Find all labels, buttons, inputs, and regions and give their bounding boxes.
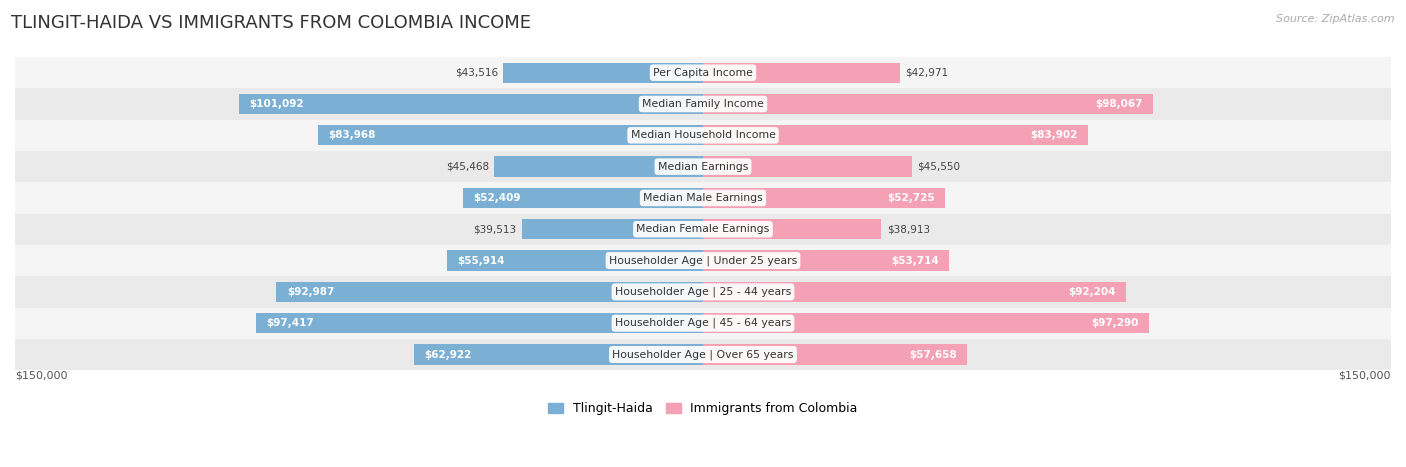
Text: $83,902: $83,902: [1031, 130, 1077, 140]
Text: $52,409: $52,409: [472, 193, 520, 203]
Bar: [703, 94, 1153, 114]
Bar: [447, 250, 703, 271]
Text: $38,913: $38,913: [887, 224, 931, 234]
Bar: [318, 125, 703, 146]
Text: $97,417: $97,417: [267, 318, 315, 328]
Bar: [15, 213, 1391, 245]
Bar: [15, 182, 1391, 213]
Text: $62,922: $62,922: [425, 349, 472, 360]
Text: $101,092: $101,092: [250, 99, 304, 109]
Text: TLINGIT-HAIDA VS IMMIGRANTS FROM COLOMBIA INCOME: TLINGIT-HAIDA VS IMMIGRANTS FROM COLOMBI…: [11, 14, 531, 32]
Text: $52,725: $52,725: [887, 193, 935, 203]
Bar: [15, 120, 1391, 151]
Bar: [239, 94, 703, 114]
Bar: [15, 88, 1391, 120]
Bar: [703, 125, 1088, 146]
Text: $92,204: $92,204: [1069, 287, 1115, 297]
Text: $150,000: $150,000: [15, 370, 67, 380]
Text: Householder Age | Under 25 years: Householder Age | Under 25 years: [609, 255, 797, 266]
Bar: [463, 188, 703, 208]
Bar: [415, 344, 703, 365]
Text: $150,000: $150,000: [1339, 370, 1391, 380]
Bar: [256, 313, 703, 333]
Bar: [503, 63, 703, 83]
Text: Householder Age | 25 - 44 years: Householder Age | 25 - 44 years: [614, 287, 792, 297]
Bar: [15, 308, 1391, 339]
Text: $98,067: $98,067: [1095, 99, 1143, 109]
Bar: [703, 313, 1149, 333]
Text: $43,516: $43,516: [454, 68, 498, 78]
Text: $57,658: $57,658: [910, 349, 957, 360]
Text: Per Capita Income: Per Capita Income: [652, 68, 754, 78]
Legend: Tlingit-Haida, Immigrants from Colombia: Tlingit-Haida, Immigrants from Colombia: [543, 397, 863, 420]
Bar: [277, 282, 703, 302]
Text: $83,968: $83,968: [328, 130, 375, 140]
Bar: [703, 156, 912, 177]
Bar: [703, 282, 1126, 302]
Text: $97,290: $97,290: [1091, 318, 1139, 328]
Text: Median Household Income: Median Household Income: [630, 130, 776, 140]
Text: Householder Age | Over 65 years: Householder Age | Over 65 years: [612, 349, 794, 360]
Text: $39,513: $39,513: [474, 224, 516, 234]
Text: $45,468: $45,468: [446, 162, 489, 172]
Text: $53,714: $53,714: [891, 255, 939, 266]
Text: $45,550: $45,550: [918, 162, 960, 172]
Text: $55,914: $55,914: [457, 255, 505, 266]
Bar: [15, 245, 1391, 276]
Text: Source: ZipAtlas.com: Source: ZipAtlas.com: [1277, 14, 1395, 24]
Bar: [15, 339, 1391, 370]
Bar: [703, 188, 945, 208]
Bar: [15, 276, 1391, 308]
Bar: [495, 156, 703, 177]
Text: Median Earnings: Median Earnings: [658, 162, 748, 172]
Text: Householder Age | 45 - 64 years: Householder Age | 45 - 64 years: [614, 318, 792, 328]
Bar: [15, 57, 1391, 88]
Bar: [522, 219, 703, 240]
Text: $92,987: $92,987: [287, 287, 335, 297]
Text: Median Female Earnings: Median Female Earnings: [637, 224, 769, 234]
Bar: [703, 219, 882, 240]
Text: $42,971: $42,971: [905, 68, 949, 78]
Bar: [703, 250, 949, 271]
Text: Median Male Earnings: Median Male Earnings: [643, 193, 763, 203]
Bar: [703, 344, 967, 365]
Bar: [15, 151, 1391, 182]
Text: Median Family Income: Median Family Income: [643, 99, 763, 109]
Bar: [703, 63, 900, 83]
